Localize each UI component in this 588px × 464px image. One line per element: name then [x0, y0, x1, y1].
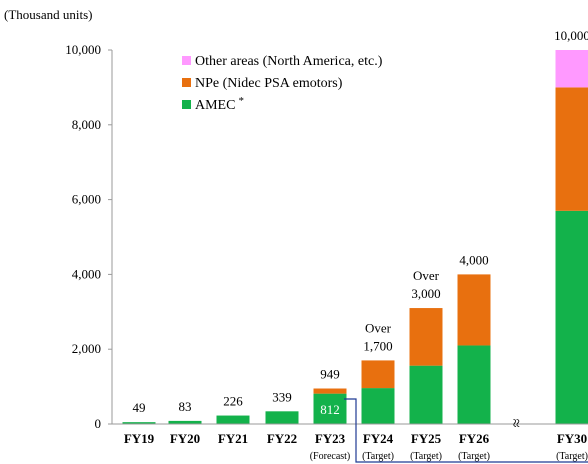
- legend-label-amec: AMEC *: [195, 95, 244, 113]
- bar-fy19-amec: [122, 422, 156, 424]
- total-label-fy25: Over: [413, 268, 440, 283]
- bar-fy24-npe: [361, 360, 395, 389]
- axis-break-icon: ≈: [507, 419, 524, 428]
- y-tick-label: 2,000: [72, 341, 101, 356]
- bar-fy26-npe: [457, 274, 491, 346]
- x-label-fy25: FY25: [411, 431, 442, 446]
- bar-fy24-amec: [361, 388, 395, 424]
- x-note-fy30: (Target): [556, 451, 588, 462]
- bar-fy21-amec: [216, 415, 250, 424]
- total-label-fy26: 4,000: [459, 252, 488, 267]
- legend-label-npe: NPe (Nidec PSA emotors): [195, 76, 343, 91]
- annotations: [344, 398, 588, 463]
- total-label-fy20: 83: [179, 399, 192, 414]
- x-note-fy25: (Target): [410, 451, 442, 462]
- bar-fy30-other: [555, 50, 588, 88]
- x-label-fy23: FY23: [315, 431, 346, 446]
- y-tick-label: 8,000: [72, 117, 101, 132]
- annotation-connector-line: [344, 398, 588, 463]
- bar-fy22-amec: [265, 411, 299, 424]
- inner-label-fy23: 812: [320, 402, 340, 417]
- x-label-fy24: FY24: [363, 431, 394, 446]
- legend-swatch-other: [182, 56, 191, 65]
- y-tick-label: 6,000: [72, 192, 101, 207]
- legend: Other areas (North America, etc.) NPe (Ni…: [182, 54, 383, 113]
- x-label-fy19: FY19: [124, 431, 155, 446]
- bar-fy30-npe: [555, 87, 588, 211]
- total-label-fy23: 949: [320, 367, 340, 382]
- x-note-fy24: (Target): [362, 451, 394, 462]
- y-axis: 0 2,000 4,000 6,000 8,000 10,000: [65, 42, 113, 431]
- unit-label: (Thousand units): [4, 7, 92, 22]
- x-label-fy20: FY20: [170, 431, 200, 446]
- legend-swatch-amec: [182, 100, 191, 109]
- bar-fy25-amec: [409, 365, 443, 424]
- bar-fy26-amec: [457, 345, 491, 424]
- y-tick-label: 4,000: [72, 266, 101, 281]
- x-label-fy21: FY21: [218, 431, 248, 446]
- legend-footnote-mark: *: [238, 95, 244, 107]
- x-label-fy26: FY26: [459, 431, 490, 446]
- legend-label-other: Other areas (North America, etc.): [195, 54, 383, 69]
- total-label-fy22: 339: [272, 389, 292, 404]
- x-label-fy30: FY30: [557, 431, 587, 446]
- total-label-fy19: 49: [133, 400, 146, 415]
- bars: [122, 50, 588, 424]
- total-label-fy24: Over: [365, 320, 392, 335]
- y-tick-label: 10,000: [65, 42, 101, 57]
- legend-swatch-npe: [182, 78, 191, 87]
- bar-fy30-amec: [555, 210, 588, 424]
- bar-fy23-amec: [313, 393, 347, 424]
- data-labels: 49 83 226 339 949 812 Over 1,700 Over 3,000 4,000 1…: [133, 28, 588, 417]
- x-label-fy22: FY22: [267, 431, 297, 446]
- total-label-fy25: 3,000: [411, 286, 440, 301]
- total-label-fy30: 10,000: [554, 28, 588, 43]
- x-note-fy26: (Target): [458, 451, 490, 462]
- y-tick-label: 0: [95, 416, 102, 431]
- x-note-fy23: (Forecast): [310, 451, 351, 462]
- x-axis: FY19 FY20 FY21 FY22 FY23 (Forecast) FY24 (Targe…: [112, 419, 588, 462]
- total-label-fy21: 226: [223, 394, 243, 409]
- bar-fy25-npe: [409, 308, 443, 366]
- total-label-fy24: 1,700: [363, 338, 392, 353]
- bar-fy23-npe: [313, 388, 347, 394]
- bar-fy20-amec: [168, 420, 202, 424]
